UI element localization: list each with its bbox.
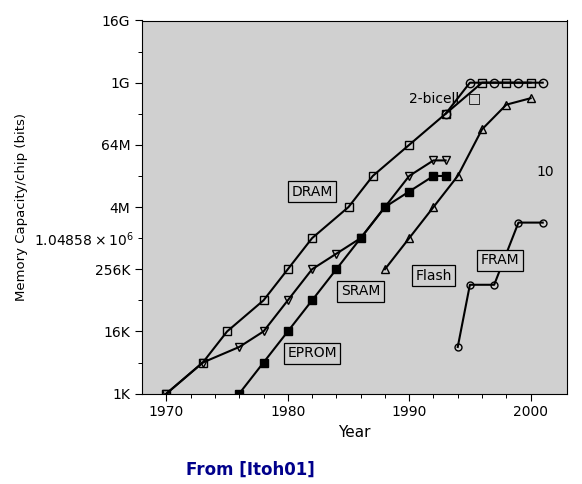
Y-axis label: Memory Capacity/chip (bits): Memory Capacity/chip (bits): [15, 113, 28, 301]
Text: 10: 10: [537, 165, 554, 179]
Text: FRAM: FRAM: [481, 253, 520, 267]
Text: Flash: Flash: [416, 269, 452, 283]
X-axis label: Year: Year: [338, 425, 371, 440]
Text: 2-bicell  □: 2-bicell □: [409, 91, 481, 105]
Text: EPROM: EPROM: [288, 347, 337, 361]
Text: DRAM: DRAM: [292, 184, 333, 198]
Text: From [Itoh01]: From [Itoh01]: [186, 461, 315, 479]
Text: SRAM: SRAM: [341, 284, 380, 298]
